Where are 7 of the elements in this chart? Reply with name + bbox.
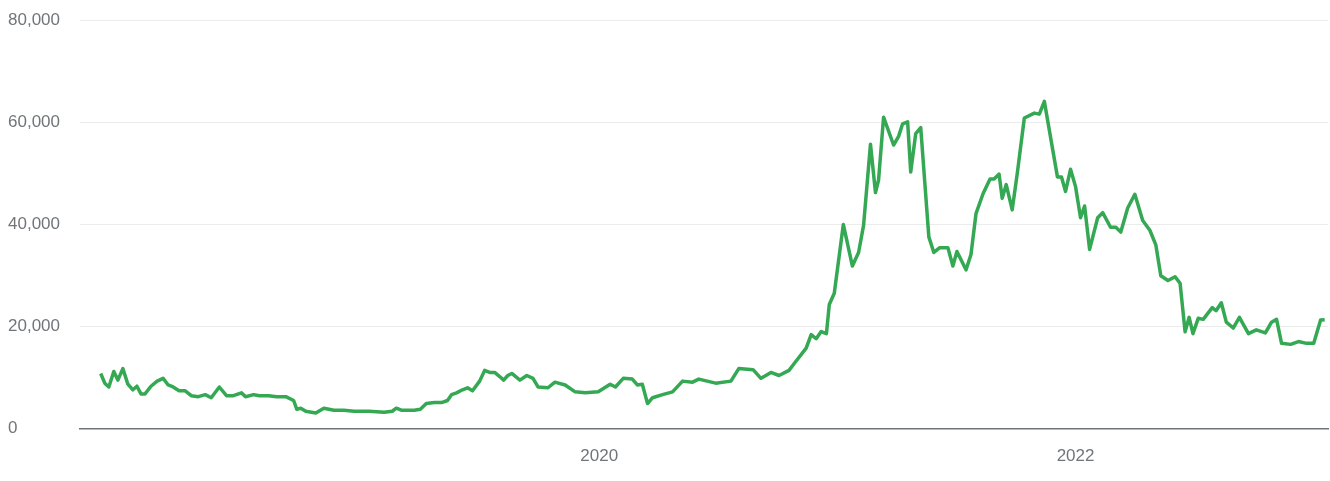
y-tick-label: 80,000 (8, 9, 60, 29)
x-tick-label: 2022 (1056, 446, 1095, 466)
x-tick-label: 2020 (580, 446, 619, 466)
y-tick-label: 0 (8, 418, 18, 438)
y-tick-label: 20,000 (8, 316, 60, 336)
y-tick-label: 60,000 (8, 111, 60, 131)
y-tick-label: 40,000 (8, 214, 60, 234)
